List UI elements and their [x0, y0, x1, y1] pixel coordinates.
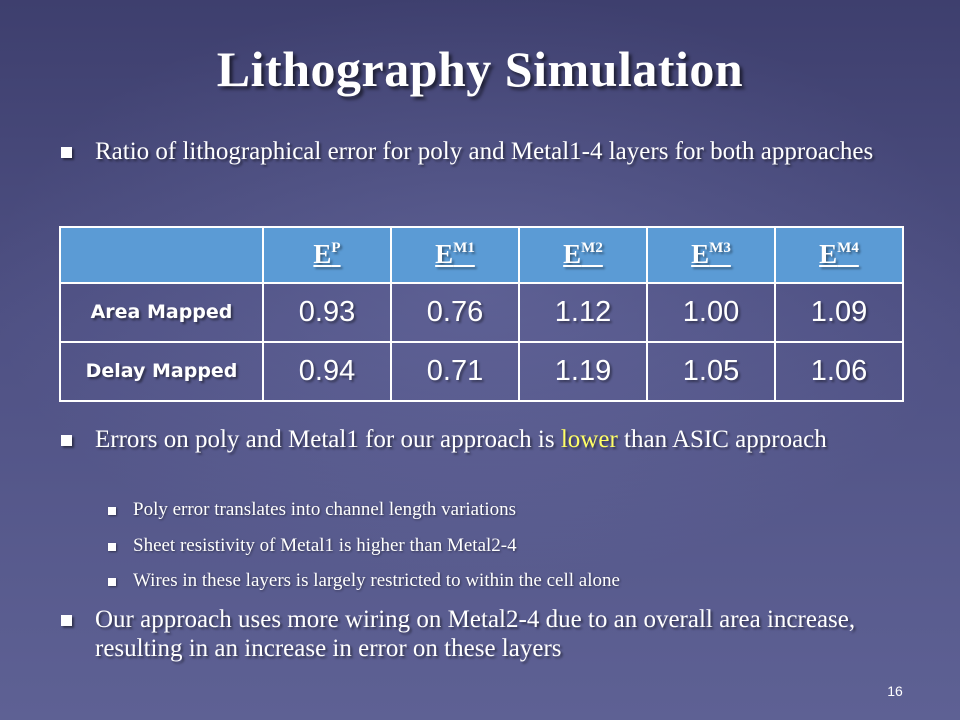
sub-bullet-poly: Poly error translates into channel lengt… — [108, 499, 893, 521]
column-header-em1: EM1 — [435, 239, 475, 269]
cell-value: 0.76 — [426, 295, 484, 328]
bullet-text-before: Errors on poly and Metal1 for our approa… — [95, 426, 561, 453]
table-row: Area Mapped 0.93 0.76 1.12 1.00 1.09 — [59, 281, 904, 343]
sub-bullet-resistivity: Sheet resistivity of Metal1 is higher th… — [108, 535, 893, 557]
table-corner-cell — [59, 226, 264, 284]
table-cell: 1.12 — [518, 281, 648, 343]
header-sup: M2 — [581, 240, 603, 257]
header-base: E — [819, 239, 838, 270]
table-cell: 1.06 — [774, 340, 904, 403]
square-bullet-icon — [108, 578, 116, 586]
header-base: E — [435, 239, 454, 270]
error-ratio-table: EP EM1 EM2 EM3 EM4 Area Mapped 0.93 0.76… — [59, 226, 904, 403]
header-cell-em2: EM2 — [518, 226, 648, 284]
cell-value: 1.05 — [682, 354, 740, 387]
slide-title: Lithography Simulation — [216, 41, 744, 97]
row-label: Area Mapped — [90, 301, 233, 324]
header-base: E — [691, 239, 710, 270]
header-sup: M4 — [837, 240, 859, 257]
header-cell-em1: EM1 — [390, 226, 520, 284]
sub-bullet-text: Poly error translates into channel lengt… — [133, 499, 517, 520]
column-header-em3: EM3 — [691, 239, 731, 269]
bullet-approach: Our approach uses more wiring on Metal2-… — [61, 605, 895, 663]
header-cell-ep: EP — [262, 226, 392, 284]
header-cell-em3: EM3 — [646, 226, 776, 284]
bullet-text: Ratio of lithographical error for poly a… — [95, 138, 874, 165]
bullet-errors: Errors on poly and Metal1 for our approa… — [61, 425, 895, 454]
table-cell: 1.09 — [774, 281, 904, 343]
table-cell: 1.05 — [646, 340, 776, 403]
cell-value: 0.93 — [298, 295, 356, 328]
table-cell: 1.19 — [518, 340, 648, 403]
column-header-em2: EM2 — [563, 239, 603, 269]
header-base: E — [313, 239, 332, 270]
cell-value: 1.19 — [554, 354, 612, 387]
table-header-row: EP EM1 EM2 EM3 EM4 — [59, 226, 904, 284]
bullet-text: Our approach uses more wiring on Metal2-… — [95, 606, 856, 662]
bullet-text-after: than ASIC approach — [617, 426, 827, 453]
header-sup: M3 — [709, 240, 731, 257]
bullet-ratio: Ratio of lithographical error for poly a… — [61, 137, 895, 166]
square-bullet-icon — [108, 543, 116, 551]
square-bullet-icon — [108, 507, 116, 515]
highlight-word: lower — [560, 426, 618, 453]
cell-value: 1.12 — [554, 295, 612, 328]
table-row: Delay Mapped 0.94 0.71 1.19 1.05 1.06 — [59, 340, 904, 403]
square-bullet-icon — [61, 147, 72, 158]
header-sup: P — [331, 240, 341, 257]
page-number: 16 — [887, 683, 903, 699]
table-cell: 0.76 — [390, 281, 520, 343]
cell-value: 1.06 — [810, 354, 868, 387]
header-base: E — [563, 239, 582, 270]
header-cell-em4: EM4 — [774, 226, 904, 284]
square-bullet-icon — [61, 615, 72, 626]
cell-value: 0.94 — [298, 354, 356, 387]
cell-value: 0.71 — [426, 354, 484, 387]
cell-value: 1.00 — [682, 295, 740, 328]
table-cell: 0.94 — [262, 340, 392, 403]
sub-bullet-text: Wires in these layers is largely restric… — [133, 570, 620, 591]
column-header-ep: EP — [313, 239, 340, 269]
table-cell: 0.93 — [262, 281, 392, 343]
header-sup: M1 — [453, 240, 475, 257]
row-label-cell: Delay Mapped — [59, 340, 264, 403]
row-label: Delay Mapped — [85, 360, 238, 383]
table-cell: 0.71 — [390, 340, 520, 403]
square-bullet-icon — [61, 435, 72, 446]
sub-bullet-wires: Wires in these layers is largely restric… — [108, 570, 893, 592]
column-header-em4: EM4 — [819, 239, 859, 269]
row-label-cell: Area Mapped — [59, 281, 264, 343]
sub-bullet-text: Sheet resistivity of Metal1 is higher th… — [133, 535, 517, 556]
table-cell: 1.00 — [646, 281, 776, 343]
cell-value: 1.09 — [810, 295, 868, 328]
